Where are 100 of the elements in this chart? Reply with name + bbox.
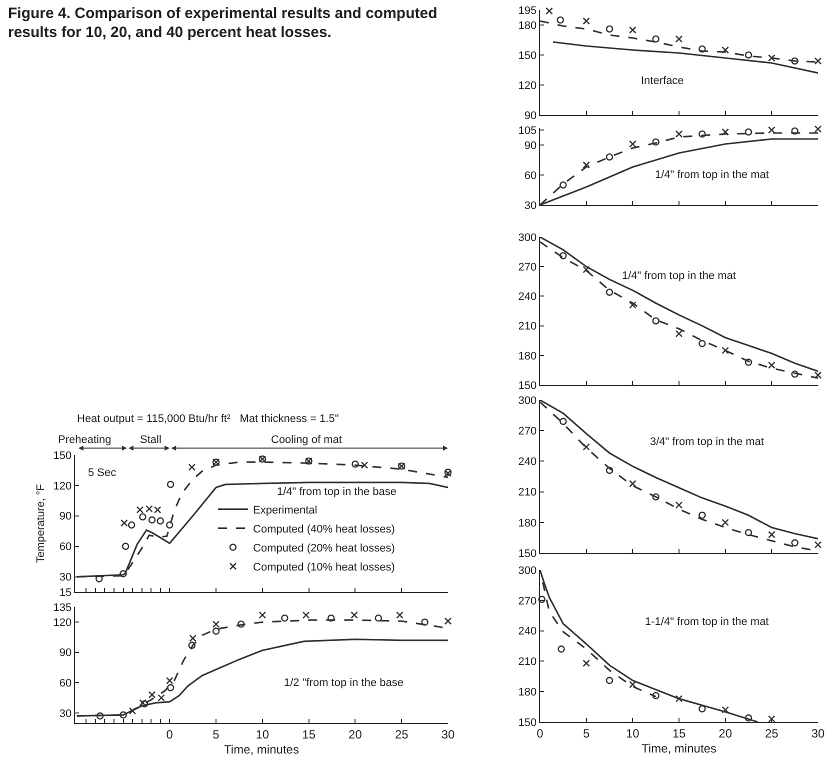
- point: [768, 362, 776, 369]
- point: [166, 676, 174, 684]
- point: [139, 513, 146, 521]
- y-tick-label: 90: [524, 140, 537, 152]
- y-tick-label: 210: [518, 320, 537, 333]
- point: [560, 418, 567, 426]
- y-tick-label: 180: [518, 350, 537, 362]
- point: [189, 634, 196, 642]
- point: [722, 706, 729, 714]
- y-tick-label: 120: [53, 480, 72, 492]
- y-tick-label: 120: [518, 80, 537, 92]
- y-tick-label: 105: [518, 124, 537, 137]
- y-tick-label: 300: [518, 394, 537, 407]
- point: [768, 126, 776, 134]
- y-tick-label: 60: [59, 678, 72, 690]
- point: [744, 714, 752, 722]
- point: [120, 519, 128, 527]
- point: [606, 676, 614, 684]
- point: [791, 127, 798, 135]
- annotation: 1/4" from top in the base: [277, 486, 396, 498]
- point: [352, 460, 359, 468]
- y-tick-label: 150: [518, 50, 537, 62]
- y-tick-label: 300: [518, 564, 537, 577]
- point: [148, 516, 156, 524]
- legend-label: Experimental: [253, 504, 318, 517]
- y-tick-label: 30: [524, 200, 537, 212]
- y-tick-label: 150: [518, 380, 537, 392]
- point: [698, 512, 706, 519]
- point: [350, 611, 358, 619]
- point: [166, 480, 174, 488]
- point: [122, 542, 130, 550]
- point: [652, 692, 660, 700]
- point: [237, 620, 245, 628]
- annotation: 1-1/4" from top in the mat: [645, 616, 769, 628]
- point: [396, 611, 404, 619]
- y-tick-label: 195: [518, 4, 537, 17]
- point: [212, 628, 220, 635]
- x-tick-label: 10: [626, 726, 640, 741]
- text: Heat output = 115,000 Btu/hr ft² Mat thickness = 1.5": [77, 413, 339, 425]
- point: [136, 506, 144, 514]
- annotation: 1/2 "from top in the base: [284, 677, 404, 689]
- y-tick-label: 15: [59, 586, 72, 599]
- y-tick-label: 180: [518, 517, 537, 530]
- x-tick-label: 20: [348, 728, 362, 742]
- point: [629, 26, 636, 34]
- point: [675, 330, 683, 338]
- annotation: 1/4" from top in the mat: [622, 270, 736, 282]
- point: [606, 288, 614, 296]
- point: [791, 370, 798, 378]
- point: [258, 611, 266, 619]
- point: [652, 35, 660, 43]
- point: [166, 684, 174, 692]
- point: [128, 521, 136, 529]
- point: [629, 140, 636, 148]
- x-tick-label: 5: [582, 726, 590, 741]
- x-tick-label: 15: [672, 726, 686, 741]
- y-tick-label: 180: [518, 20, 537, 32]
- point: [722, 346, 729, 354]
- y-tick-label: 60: [59, 541, 72, 554]
- y-tick-label: 90: [59, 647, 72, 660]
- point: [360, 462, 368, 469]
- point: [768, 530, 776, 538]
- point: [814, 371, 822, 379]
- annotation: 5 Sec: [88, 467, 117, 479]
- text: Preheating: [58, 434, 112, 446]
- y-tick-label: 60: [524, 170, 537, 182]
- point: [744, 528, 752, 536]
- y-tick-label: 30: [59, 708, 72, 720]
- y-tick-label: 180: [518, 686, 537, 698]
- point: [120, 711, 127, 719]
- chart-title: Figure 4. Comparison of experimental results and computed results for 10, 20, and 40 percent heat losses.: [8, 4, 438, 42]
- y-tick-label: 30: [59, 572, 72, 584]
- y-tick-label: 90: [59, 510, 72, 523]
- y-tick-label: 270: [518, 425, 537, 438]
- point: [582, 660, 590, 667]
- x-axis-title: Time, minutes: [224, 742, 299, 756]
- point: [148, 691, 156, 698]
- point: [814, 57, 822, 65]
- point: [814, 541, 822, 548]
- point: [546, 7, 553, 15]
- point: [629, 301, 636, 309]
- point: [560, 181, 567, 189]
- point: [120, 570, 127, 578]
- point: [629, 480, 636, 488]
- y-tick-label: 150: [518, 548, 537, 560]
- point: [768, 54, 776, 62]
- x-tick-label: 5: [212, 728, 220, 742]
- x-tick-label: 25: [764, 726, 779, 741]
- point: [444, 617, 452, 625]
- y-tick-label: 210: [518, 486, 537, 499]
- point: [698, 340, 706, 348]
- point: [156, 517, 164, 525]
- x-tick-label: 25: [394, 728, 409, 742]
- point: [139, 699, 146, 706]
- point: [606, 466, 614, 474]
- point: [95, 575, 103, 582]
- point: [744, 358, 752, 366]
- point: [188, 464, 196, 471]
- point: [698, 705, 706, 712]
- x-tick-label: 0: [536, 726, 544, 741]
